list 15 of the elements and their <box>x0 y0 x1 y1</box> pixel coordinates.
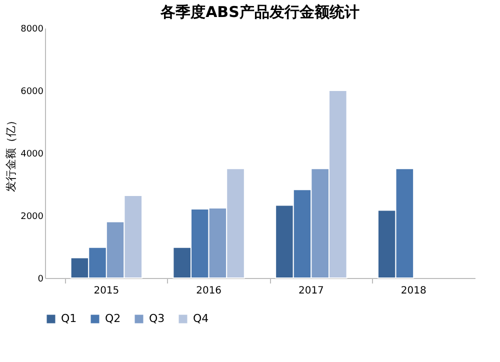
y-tick-label: 0 <box>38 274 44 284</box>
x-tick-label: 2017 <box>298 286 324 296</box>
y-axis-title: 发行金额（亿） <box>4 115 18 192</box>
chart-title: 各季度ABS产品发行金额统计 <box>160 3 360 21</box>
y-tick-label: 8000 <box>20 24 44 34</box>
x-tick-label: 2018 <box>400 286 426 296</box>
y-tick-label: 2000 <box>20 212 44 222</box>
x-tick-label: 2016 <box>196 286 222 296</box>
y-tick-label: 4000 <box>20 150 44 160</box>
y-tick-label: 6000 <box>20 87 44 97</box>
x-tick-label: 2015 <box>94 286 120 296</box>
legend-label: Q1 <box>61 312 77 325</box>
legend-label: Q2 <box>105 312 121 325</box>
legend-label: Q4 <box>193 312 209 325</box>
legend-label: Q3 <box>149 312 165 325</box>
